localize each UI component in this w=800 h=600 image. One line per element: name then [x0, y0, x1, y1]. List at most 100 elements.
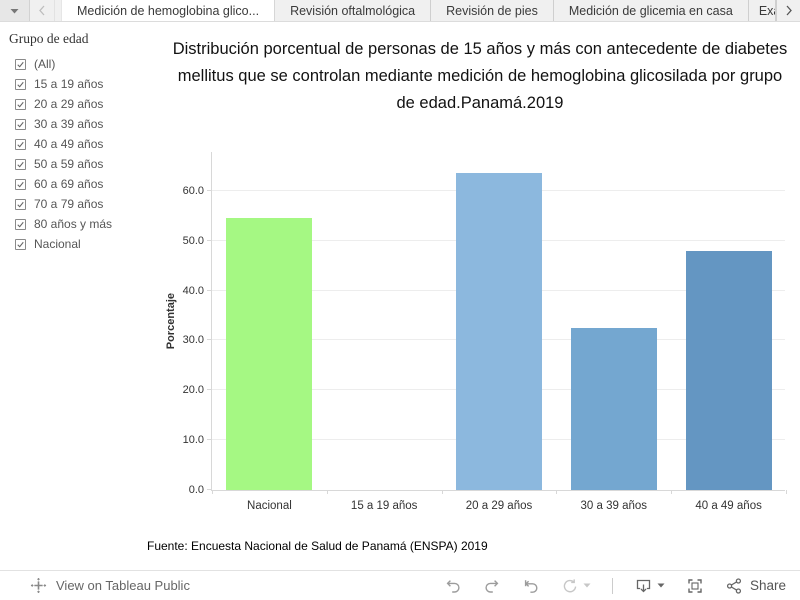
- filter-item-label: (All): [34, 57, 56, 71]
- filter-item-nacional[interactable]: Nacional: [9, 234, 160, 254]
- y-tick-mark: [207, 239, 211, 241]
- x-tick-mark: [556, 490, 558, 494]
- checkbox-checked-icon[interactable]: [15, 218, 26, 230]
- y-tick-label: 10.0: [182, 434, 204, 447]
- sheet-tabs: Medición de hemoglobina glico... Revisión…: [62, 0, 776, 21]
- chart-title: Distribución porcentual de personas de 1…: [172, 40, 788, 112]
- sheet-list-dropdown-button[interactable]: [0, 0, 30, 21]
- y-tick-label: 0.0: [188, 484, 204, 496]
- filter-item-20-a-29-anos[interactable]: 20 a 29 años: [9, 94, 160, 114]
- y-tick-label: 40.0: [182, 284, 204, 297]
- checkbox-checked-icon[interactable]: [15, 118, 26, 130]
- y-tick-label: 30.0: [182, 334, 204, 347]
- tab-medicion-de-hemoglobina-glico[interactable]: Medición de hemoglobina glico...: [62, 0, 276, 21]
- fullscreen-icon: [686, 577, 704, 595]
- filter-title: Grupo de edad: [9, 31, 89, 46]
- filter-item-60-a-69-anos[interactable]: 60 a 69 años: [9, 174, 160, 194]
- view-on-tableau-public-label: View on Tableau Public: [56, 578, 190, 593]
- chevron-left-icon: [38, 5, 46, 16]
- x-axis-label-30-a-39-anos: 30 a 39 años: [580, 500, 648, 512]
- tab-medicion-de-glicemia-en-casa[interactable]: Medición de glicemia en casa: [554, 0, 749, 21]
- toolbar-actions: Share: [444, 577, 786, 595]
- x-axis-label-40-a-49-anos: 40 a 49 años: [695, 500, 762, 512]
- y-tick-label: 20.0: [182, 384, 204, 397]
- y-tick-mark: [207, 489, 211, 490]
- bottom-toolbar: View on Tableau Public: [0, 570, 800, 600]
- view-on-tableau-public-link[interactable]: View on Tableau Public: [30, 577, 190, 594]
- tab-scroll-right-button[interactable]: [776, 0, 800, 21]
- checkbox-checked-icon[interactable]: [15, 58, 26, 70]
- filter-item-15-a-19-anos[interactable]: 15 a 19 años: [9, 74, 160, 94]
- chevron-down-icon: [10, 8, 19, 14]
- x-axis-label-nacional: Nacional: [247, 500, 292, 512]
- checkbox-checked-icon[interactable]: [15, 138, 26, 150]
- checkbox-checked-icon[interactable]: [15, 158, 26, 170]
- checkbox-checked-icon[interactable]: [15, 238, 26, 250]
- fullscreen-button[interactable]: [686, 577, 704, 595]
- dashboard-main: Distribución porcentual de personas de 1…: [147, 22, 800, 570]
- y-tick-mark: [207, 439, 211, 441]
- y-tick-mark: [207, 289, 211, 291]
- tab-revision-de-pies[interactable]: Revisión de pies: [431, 0, 554, 21]
- undo-button[interactable]: [444, 577, 462, 595]
- share-icon: [725, 577, 743, 595]
- filter-panel: Grupo de edad (All) 15 a 19 años 20 a 29 a…: [0, 22, 160, 570]
- download-icon: [634, 577, 653, 595]
- redo-button[interactable]: [483, 577, 501, 595]
- y-tick-label: 60.0: [182, 184, 204, 197]
- x-tick-mark: [786, 490, 787, 494]
- filter-item-30-a-39-anos[interactable]: 30 a 39 años: [9, 114, 160, 134]
- refresh-button[interactable]: [561, 577, 591, 595]
- filter-item-40-a-49-anos[interactable]: 40 a 49 años: [9, 134, 160, 154]
- bar-nacional[interactable]: [226, 218, 313, 490]
- y-tick-label: 50.0: [182, 234, 204, 247]
- source-note: Fuente: Encuesta Nacional de Salud de Pa…: [147, 539, 488, 553]
- x-tick-mark: [212, 490, 213, 494]
- filter-item-50-a-59-anos[interactable]: 50 a 59 años: [9, 154, 160, 174]
- replay-icon: [522, 577, 540, 595]
- chevron-down-icon: [657, 583, 665, 588]
- checkbox-checked-icon[interactable]: [15, 198, 26, 210]
- filter-item-label: 20 a 29 años: [34, 97, 104, 111]
- undo-icon: [444, 577, 462, 595]
- x-tick-mark: [441, 490, 443, 494]
- chevron-right-icon: [785, 5, 793, 16]
- filter-item-list: (All) 15 a 19 años 20 a 29 años 30 a 39 año…: [9, 54, 160, 254]
- y-tick-mark: [207, 189, 211, 191]
- filter-item-label: 30 a 39 años: [34, 117, 104, 131]
- tab-scroll-left-button[interactable]: [30, 0, 55, 21]
- bar-chart-plot-area: Porcentaje 0.0 10.0 20.0 30.0 40.0 50.0 60.0 Na…: [165, 152, 787, 512]
- filter-item-label: Nacional: [34, 237, 81, 251]
- filter-item-label: 70 a 79 años: [34, 197, 104, 211]
- filter-item-70-a-79-anos[interactable]: 70 a 79 años: [9, 194, 160, 214]
- x-axis-label-15-a-19-anos: 15 a 19 años: [350, 500, 418, 512]
- checkbox-checked-icon[interactable]: [15, 178, 26, 190]
- filter-item-label: 80 años y más: [34, 217, 113, 231]
- y-tick-mark: [207, 389, 211, 391]
- chevron-down-icon: [583, 583, 591, 588]
- filter-item-label: 40 a 49 años: [34, 137, 104, 151]
- toolbar-separator: [611, 577, 613, 594]
- filter-item-80-anos-y-mas[interactable]: 80 años y más: [9, 214, 160, 234]
- tab-revision-oftalmologica[interactable]: Revisión oftalmológica: [275, 0, 432, 21]
- refresh-icon: [561, 577, 579, 595]
- checkbox-checked-icon[interactable]: [15, 98, 26, 110]
- checkbox-checked-icon[interactable]: [15, 78, 26, 90]
- sheet-tab-bar: Medición de hemoglobina glico... Revisión…: [0, 0, 800, 22]
- filter-item-all[interactable]: (All): [9, 54, 160, 74]
- download-button[interactable]: [634, 577, 665, 595]
- tableau-logo-icon: [30, 577, 47, 594]
- x-tick-mark: [671, 490, 673, 494]
- bar-40-a-49-anos[interactable]: [685, 250, 772, 490]
- filter-item-label: 50 a 59 años: [34, 157, 104, 171]
- redo-icon: [483, 577, 501, 595]
- tab-exa[interactable]: Exá: [749, 0, 776, 21]
- replay-button[interactable]: [522, 577, 540, 595]
- y-tick-mark: [207, 339, 211, 341]
- bar-20-a-29-anos[interactable]: [456, 172, 542, 490]
- filter-item-label: 60 a 69 años: [34, 177, 104, 191]
- share-button[interactable]: Share: [725, 577, 786, 595]
- bar-30-a-39-anos[interactable]: [570, 327, 657, 490]
- share-label: Share: [749, 578, 786, 593]
- x-tick-mark: [326, 490, 328, 494]
